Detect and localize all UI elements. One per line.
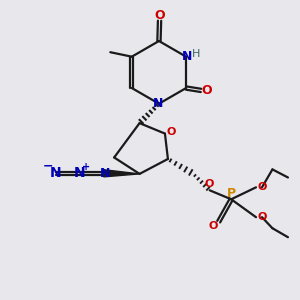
Text: O: O	[208, 221, 218, 231]
Text: N: N	[74, 166, 85, 180]
Text: O: O	[202, 84, 212, 97]
Text: O: O	[166, 128, 176, 137]
Text: N: N	[50, 166, 61, 180]
Text: −: −	[42, 160, 53, 172]
Text: N: N	[182, 50, 192, 63]
Text: N: N	[153, 97, 164, 110]
Text: H: H	[191, 49, 200, 59]
Text: O: O	[204, 179, 214, 189]
Text: +: +	[82, 162, 90, 172]
Text: N: N	[100, 167, 110, 180]
Polygon shape	[104, 170, 140, 177]
Text: O: O	[154, 9, 165, 22]
Text: P: P	[227, 187, 236, 200]
Text: O: O	[257, 212, 267, 222]
Text: O: O	[257, 182, 267, 192]
